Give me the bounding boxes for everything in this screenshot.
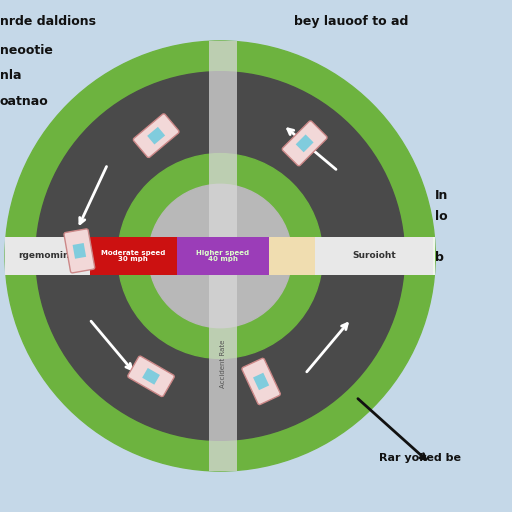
Text: rgemomina: rgemomina bbox=[18, 251, 76, 261]
FancyBboxPatch shape bbox=[242, 358, 281, 404]
Text: bey lauoof to ad: bey lauoof to ad bbox=[294, 15, 409, 28]
Bar bbox=[177, 237, 269, 275]
Text: Higher speed
40 mph: Higher speed 40 mph bbox=[196, 249, 249, 263]
Circle shape bbox=[36, 72, 404, 440]
Bar bbox=[269, 237, 315, 275]
Bar bbox=[142, 368, 160, 385]
FancyBboxPatch shape bbox=[282, 121, 327, 166]
Bar bbox=[315, 237, 433, 275]
Bar bbox=[147, 127, 165, 144]
Text: nrde daldions: nrde daldions bbox=[0, 15, 96, 28]
Circle shape bbox=[5, 41, 435, 471]
Text: Accident Rate: Accident Rate bbox=[220, 339, 226, 388]
Text: Rar yoked be: Rar yoked be bbox=[379, 453, 461, 463]
Circle shape bbox=[148, 184, 292, 328]
Text: b: b bbox=[435, 251, 444, 264]
Bar bbox=[90, 237, 177, 275]
Text: neootie: neootie bbox=[0, 44, 53, 56]
Text: nla: nla bbox=[0, 69, 22, 82]
FancyBboxPatch shape bbox=[128, 356, 174, 397]
Bar bbox=[5, 237, 90, 275]
FancyBboxPatch shape bbox=[133, 114, 179, 158]
Text: oatnao: oatnao bbox=[0, 95, 49, 108]
Bar bbox=[253, 373, 269, 390]
Bar bbox=[296, 135, 313, 152]
Bar bbox=[209, 41, 237, 471]
Bar bbox=[73, 243, 86, 259]
Circle shape bbox=[118, 154, 323, 358]
FancyBboxPatch shape bbox=[64, 229, 95, 273]
Bar bbox=[5, 237, 435, 275]
Text: Moderate speed
30 mph: Moderate speed 30 mph bbox=[101, 249, 165, 263]
Text: lo: lo bbox=[435, 210, 448, 223]
Text: Suroioht: Suroioht bbox=[352, 251, 396, 261]
Text: In: In bbox=[435, 189, 449, 202]
